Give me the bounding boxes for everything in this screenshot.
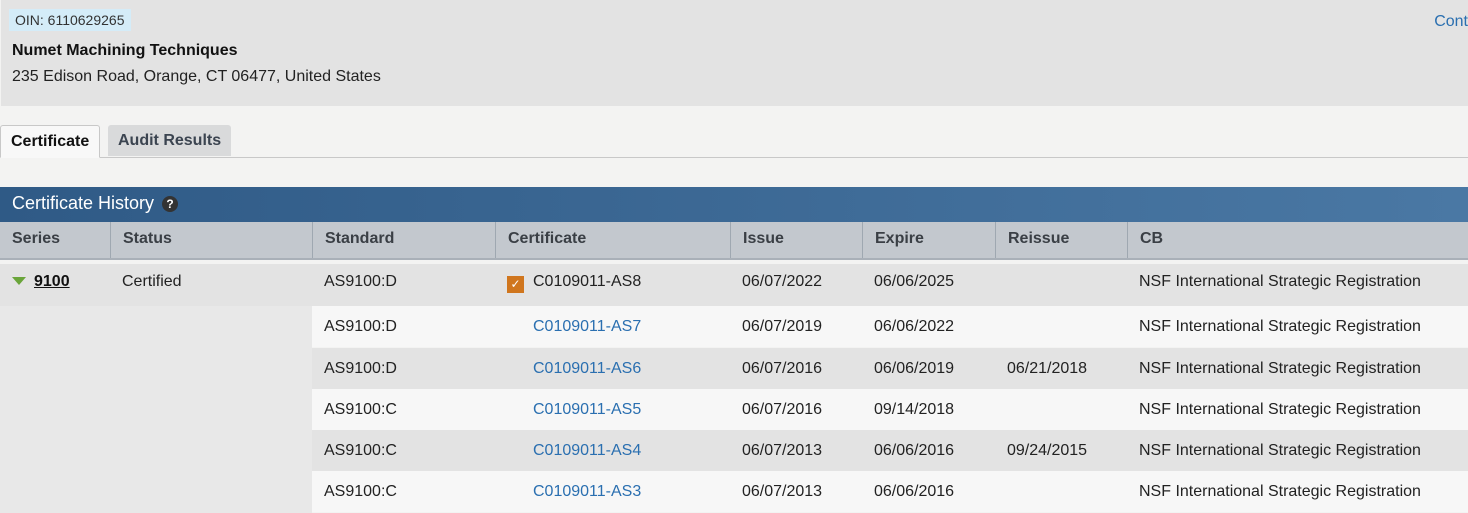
cb-cell: NSF International Strategic Registration xyxy=(1127,264,1421,300)
contact-link[interactable]: Cont xyxy=(1434,13,1468,30)
certificate-cell: C0109011-AS5 xyxy=(495,389,641,430)
expire-cell: 06/06/2019 xyxy=(862,348,954,389)
column-header-standard[interactable]: Standard xyxy=(312,222,495,258)
expire-cell: 09/14/2018 xyxy=(862,389,954,430)
standard-cell: AS9100:D xyxy=(312,264,397,300)
issue-date: 06/07/2019 xyxy=(742,318,823,335)
certificate-number: C0109011-AS8 xyxy=(533,273,642,290)
cb-cell: NSF International Strategic Registration xyxy=(1127,348,1421,389)
standard-text: AS9100:C xyxy=(324,401,397,418)
cb-cell: NSF International Strategic Registration xyxy=(1127,471,1421,512)
tab-bar: Certificate Audit Results xyxy=(0,125,1468,158)
expire-cell: 06/06/2016 xyxy=(862,430,954,471)
table-row: AS9100:C C0109011-AS3 06/07/2013 06/06/2016… xyxy=(312,471,1468,512)
issue-date: 06/07/2016 xyxy=(742,401,823,418)
organization-address: 235 Edison Road, Orange, CT 06477, Unite… xyxy=(12,68,381,85)
checkmark-icon: ✓ xyxy=(507,276,524,293)
expire-date: 06/06/2022 xyxy=(874,318,955,335)
table-row: AS9100:C C0109011-AS4 06/07/2013 06/06/2016… xyxy=(312,430,1468,471)
reissue-cell: 06/21/2018 xyxy=(995,348,1087,389)
table-header: Series Status Standard Certificate Issue Expi… xyxy=(0,222,1468,260)
column-header-cb[interactable]: CB xyxy=(1127,222,1468,258)
series-link[interactable]: 9100 xyxy=(34,273,70,290)
column-header-status[interactable]: Status xyxy=(110,222,312,258)
certificate-link[interactable]: C0109011-AS3 xyxy=(533,483,642,500)
certificate-link[interactable]: C0109011-AS5 xyxy=(533,401,642,418)
reissue-date: 06/21/2018 xyxy=(1007,360,1088,377)
tab-audit-results[interactable]: Audit Results xyxy=(108,125,232,156)
cb-name: NSF International Strategic Registration xyxy=(1139,483,1421,500)
certificate-cell: C0109011-AS3 xyxy=(495,471,641,512)
table-row: AS9100:D C0109011-AS7 06/07/2019 06/06/2022… xyxy=(312,306,1468,347)
certificate-link[interactable]: C0109011-AS7 xyxy=(533,318,642,335)
cb-name: NSF International Strategic Registration xyxy=(1139,442,1421,459)
column-header-reissue[interactable]: Reissue xyxy=(995,222,1127,258)
status-cell: Certified xyxy=(110,264,182,300)
cb-cell: NSF International Strategic Registration xyxy=(1127,389,1421,430)
cb-name: NSF International Strategic Registration xyxy=(1139,360,1421,377)
cb-name: NSF International Strategic Registration xyxy=(1139,273,1421,290)
certificate-history-header: Certificate History? xyxy=(0,187,1468,222)
standard-cell: AS9100:D xyxy=(312,348,397,389)
cb-name: NSF International Strategic Registration xyxy=(1139,318,1421,335)
expire-date: 06/06/2016 xyxy=(874,483,955,500)
issue-cell: 06/07/2013 xyxy=(730,471,822,512)
table-row: AS9100:C C0109011-AS5 06/07/2016 09/14/2018… xyxy=(312,389,1468,430)
column-header-issue[interactable]: Issue xyxy=(730,222,862,258)
standard-text: AS9100:D xyxy=(324,318,397,335)
cb-cell: NSF International Strategic Registration xyxy=(1127,306,1421,347)
issue-cell: 06/07/2013 xyxy=(730,430,822,471)
expire-date: 06/06/2025 xyxy=(874,273,955,290)
reissue-cell: 09/24/2015 xyxy=(995,430,1087,471)
cb-cell: NSF International Strategic Registration xyxy=(1127,430,1421,471)
standard-text: AS9100:C xyxy=(324,483,397,500)
certificate-cell: C0109011-AS4 xyxy=(495,430,641,471)
issue-date: 06/07/2022 xyxy=(742,273,823,290)
issue-date: 06/07/2013 xyxy=(742,442,823,459)
expire-date: 09/14/2018 xyxy=(874,401,955,418)
table-row: 9100 Certified AS9100:D ✓ C0109011-AS8 06/07/… xyxy=(0,264,1468,306)
standard-text: AS9100:D xyxy=(324,273,397,290)
expire-date: 06/06/2016 xyxy=(874,442,955,459)
expand-triangle-icon[interactable] xyxy=(12,277,26,285)
issue-date: 06/07/2013 xyxy=(742,483,823,500)
oin-badge: OIN: 6110629265 xyxy=(9,9,131,31)
standard-text: AS9100:C xyxy=(324,442,397,459)
column-header-expire[interactable]: Expire xyxy=(862,222,995,258)
cb-name: NSF International Strategic Registration xyxy=(1139,401,1421,418)
standard-cell: AS9100:C xyxy=(312,471,397,512)
standard-cell: AS9100:C xyxy=(312,389,397,430)
certificate-cell: C0109011-AS7 xyxy=(495,306,641,347)
expire-cell: 06/06/2025 xyxy=(862,264,954,300)
column-header-certificate[interactable]: Certificate xyxy=(495,222,730,258)
expire-cell: 06/06/2016 xyxy=(862,471,954,512)
section-title: Certificate History xyxy=(12,193,155,213)
certificate-link[interactable]: C0109011-AS4 xyxy=(533,442,642,459)
expire-cell: 06/06/2022 xyxy=(862,306,954,347)
issue-cell: 06/07/2016 xyxy=(730,348,822,389)
column-header-series[interactable]: Series xyxy=(12,230,61,247)
issue-cell: 06/07/2022 xyxy=(730,264,822,300)
expire-date: 06/06/2019 xyxy=(874,360,955,377)
standard-cell: AS9100:C xyxy=(312,430,397,471)
organization-header: OIN: 6110629265 Numet Machining Techniqu… xyxy=(1,0,1468,106)
issue-date: 06/07/2016 xyxy=(742,360,823,377)
status-text: Certified xyxy=(122,273,182,290)
organization-name: Numet Machining Techniques xyxy=(12,42,238,59)
table-row: AS9100:D C0109011-AS6 06/07/2016 06/06/2019… xyxy=(312,348,1468,389)
issue-cell: 06/07/2019 xyxy=(730,306,822,347)
series-cell: 9100 xyxy=(0,264,70,300)
reissue-date: 09/24/2015 xyxy=(1007,442,1088,459)
issue-cell: 06/07/2016 xyxy=(730,389,822,430)
standard-cell: AS9100:D xyxy=(312,306,397,347)
certificate-link[interactable]: C0109011-AS6 xyxy=(533,360,642,377)
help-icon[interactable]: ? xyxy=(162,196,179,212)
certificate-cell: C0109011-AS6 xyxy=(495,348,641,389)
standard-text: AS9100:D xyxy=(324,360,397,377)
certificate-cell: ✓ C0109011-AS8 xyxy=(495,264,641,300)
series-column-fill xyxy=(0,306,312,513)
tab-certificate[interactable]: Certificate xyxy=(0,125,101,158)
